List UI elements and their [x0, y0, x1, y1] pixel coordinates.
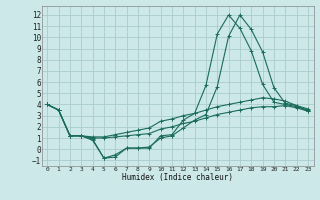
X-axis label: Humidex (Indice chaleur): Humidex (Indice chaleur) [122, 173, 233, 182]
